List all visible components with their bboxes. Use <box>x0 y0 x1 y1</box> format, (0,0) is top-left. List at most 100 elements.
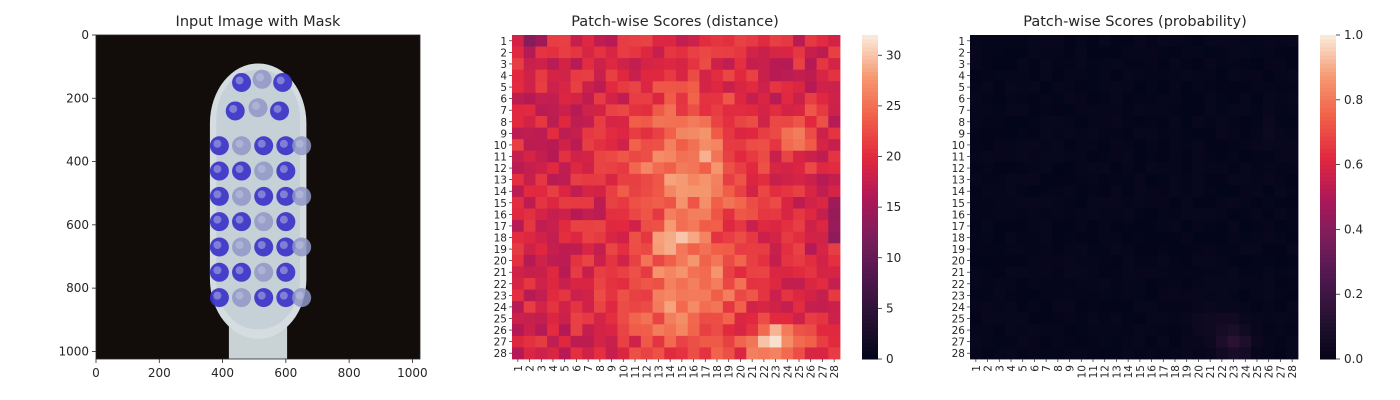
heatmap-cell <box>981 289 994 302</box>
heatmap-cell <box>687 104 700 117</box>
distance-x-ticks: 1 2 3 4 5 6 7 8 9 10 11 12 13 14 15 16 17 18 19 20 21 22 23 24 2… <box>513 359 841 378</box>
bristle-highlight <box>213 266 222 275</box>
heatmap-cell <box>722 35 735 47</box>
colorbar-segment <box>862 306 878 311</box>
heatmap-cell <box>711 347 724 360</box>
heatmap-cell <box>594 35 607 47</box>
heatmap-cell <box>1227 220 1240 233</box>
colorbar-segment <box>1320 43 1336 48</box>
heatmap-cell <box>993 243 1006 256</box>
heatmap-cell <box>1040 81 1053 94</box>
heatmap-cell <box>1157 197 1170 209</box>
heatmap-cell <box>1028 185 1041 198</box>
heatmap-cell <box>1239 35 1252 47</box>
heatmap-cell <box>981 185 994 198</box>
colorbar-segment <box>862 201 878 206</box>
heatmap-cell <box>722 254 735 267</box>
heatmap-cell <box>804 197 817 209</box>
heatmap-cell <box>1134 254 1147 267</box>
heatmap-cell <box>1052 127 1065 140</box>
heatmap-cell <box>570 254 583 267</box>
heatmap-cell <box>617 231 630 244</box>
heatmap-cell <box>535 231 548 244</box>
heatmap-cell <box>758 35 771 47</box>
heatmap-cell <box>582 254 595 267</box>
colorbar-segment <box>1320 47 1336 52</box>
heatmap-cell <box>617 347 630 360</box>
heatmap-cell <box>804 254 817 267</box>
heatmap-cell <box>1192 347 1205 360</box>
heatmap-cell <box>793 197 806 209</box>
colorbar-segment <box>862 172 878 178</box>
heatmap-cell <box>1192 197 1205 209</box>
heatmap-cell <box>1087 139 1100 152</box>
heatmap-cell <box>512 254 525 267</box>
x-tick-label: 600 <box>274 366 297 380</box>
heatmap-cell <box>1286 35 1299 47</box>
heatmap-cell <box>970 347 983 360</box>
heatmap-cell <box>722 208 735 221</box>
heatmap-cell <box>687 220 700 233</box>
heatmap-cell <box>769 243 782 256</box>
heatmap-cell <box>1239 139 1252 152</box>
heatmap-cell <box>793 116 806 128</box>
bristle-highlight <box>235 165 244 174</box>
heatmap-cell <box>664 69 677 82</box>
y-tick-label: 16 <box>952 209 966 221</box>
heatmap-cell <box>676 35 689 47</box>
heatmap-cell <box>1227 254 1240 267</box>
heatmap-cell <box>640 35 653 47</box>
heatmap-cell <box>1262 162 1275 175</box>
heatmap-cell <box>676 92 689 105</box>
y-tick-label: 26 <box>494 325 508 337</box>
heatmap-cell <box>570 69 583 82</box>
heatmap-cell <box>1063 208 1076 221</box>
heatmap-cell <box>711 266 724 279</box>
colorbar-segment <box>862 156 878 162</box>
heatmap-cell <box>1075 197 1088 209</box>
colorbar-segment <box>1320 209 1336 214</box>
heatmap-cell <box>970 69 983 82</box>
heatmap-cell <box>758 289 771 302</box>
heatmap-cell <box>1286 243 1299 256</box>
heatmap-cell <box>970 35 983 47</box>
heatmap-cell <box>781 254 794 267</box>
heatmap-cell <box>1075 278 1088 290</box>
heatmap-cell <box>1251 162 1264 175</box>
heatmap-cell <box>1192 69 1205 82</box>
heatmap-cell <box>558 289 571 302</box>
bristle-tuft <box>248 98 268 118</box>
heatmap-cell <box>605 58 618 71</box>
x-tick-label: 11 <box>1088 365 1100 378</box>
panel-distance-heatmap: Patch-wise Scores (distance) 1 2 3 4 5 6 7 8 9 10… <box>494 14 902 378</box>
heatmap-cell <box>1028 208 1041 221</box>
heatmap-cell <box>512 197 525 209</box>
x-tick-label: 14 <box>665 365 677 379</box>
colorbar-segment <box>862 120 878 125</box>
heatmap-cell <box>512 185 525 198</box>
colorbar-segment <box>862 128 878 133</box>
heatmap-cell <box>1016 162 1029 175</box>
heatmap-cell <box>1286 104 1299 117</box>
heatmap-cell <box>1134 347 1147 360</box>
colorbar-segment <box>862 318 878 324</box>
heatmap-cell <box>652 92 665 105</box>
heatmap-cell <box>746 289 759 302</box>
colorbar-tick-label: 1.0 <box>1344 28 1363 42</box>
heatmap-cell <box>1063 104 1076 117</box>
heatmap-cell <box>535 46 548 59</box>
heatmap-cell <box>652 289 665 302</box>
heatmap-cell <box>1286 139 1299 152</box>
x-tick-label: 23 <box>1229 365 1241 378</box>
colorbar-segment <box>862 99 878 105</box>
heatmap-cell <box>1157 173 1170 186</box>
heatmap-cell <box>970 335 983 348</box>
heatmap-cell <box>1239 324 1252 337</box>
heatmap-cell <box>804 127 817 140</box>
x-tick-label: 26 <box>806 365 818 379</box>
bristle-tuft <box>232 212 252 232</box>
heatmap-cell <box>535 278 548 290</box>
heatmap-cell <box>758 231 771 244</box>
heatmap-cell <box>816 347 829 360</box>
